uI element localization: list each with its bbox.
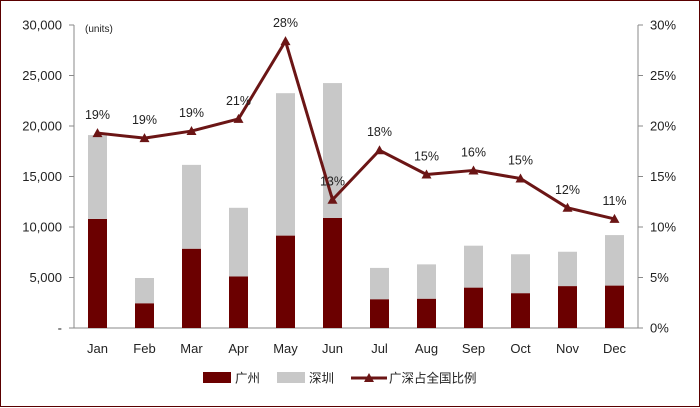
y-left-tick-label: 10,000 <box>22 220 62 235</box>
bar-guangzhou <box>558 286 577 328</box>
ratio-data-label: 19% <box>85 108 110 122</box>
bar-guangzhou <box>511 293 530 328</box>
bar-shenzhen <box>370 267 389 300</box>
y-left-tick-label: - <box>58 321 62 336</box>
bar-shenzhen <box>276 93 295 236</box>
x-tick-label: Nov <box>556 341 580 356</box>
data-labels: 19% 19% 19% 21% 28% 13% 18% 15% 16% 15% 12% 11% <box>85 16 627 208</box>
legend-label-shenzhen: 深圳 <box>309 372 334 386</box>
y-left-tick-label: 15,000 <box>22 169 62 184</box>
ratio-data-label: 15% <box>414 149 439 163</box>
axes: - 5,000 10,000 15,000 20,000 25,000 30,000 0% 5%… <box>22 18 676 357</box>
ratio-marker <box>139 133 150 143</box>
ratio-marker <box>233 113 244 123</box>
legend-label-ratio: 广深占全国比例 <box>389 371 477 386</box>
bar-shenzhen <box>229 207 248 277</box>
bar-guangzhou <box>229 276 248 328</box>
y-left-tick-label: 20,000 <box>22 119 62 134</box>
bar-shenzhen <box>417 264 436 299</box>
y-right-tick-label: 5% <box>650 270 669 285</box>
bar-guangzhou <box>417 298 436 328</box>
ratio-marker <box>515 173 526 183</box>
x-tick-label: Dec <box>603 341 627 356</box>
y-right-tick-label: 30% <box>650 18 676 33</box>
legend: 广州 深圳 广深占全国比例 <box>203 371 477 386</box>
ratio-marker <box>609 213 620 223</box>
bar-shenzhen <box>88 135 107 219</box>
bar-guangzhou <box>276 235 295 328</box>
bar-guangzhou <box>323 217 342 328</box>
ratio-data-label: 15% <box>508 154 533 168</box>
x-tick-label: Feb <box>133 341 155 356</box>
y-right-tick-label: 10% <box>650 220 676 235</box>
x-tick-label: Jul <box>371 341 388 356</box>
ratio-marker <box>468 165 479 175</box>
x-tick-label: Apr <box>228 341 249 356</box>
bar-shenzhen <box>605 235 624 286</box>
bar-guangzhou <box>605 285 624 328</box>
y-right-tick-label: 15% <box>650 169 676 184</box>
unit-label: (units) <box>85 24 113 35</box>
bars <box>88 83 624 328</box>
y-right-tick-label: 0% <box>650 321 669 336</box>
bar-shenzhen <box>135 278 154 304</box>
ratio-marker <box>280 36 291 46</box>
ratio-marker <box>421 169 432 179</box>
ratio-data-label: 21% <box>226 94 251 108</box>
x-tick-label: Mar <box>180 341 203 356</box>
ratio-data-label: 12% <box>555 183 580 197</box>
ratio-marker <box>327 194 338 204</box>
ratio-line <box>92 36 620 223</box>
y-right-tick-label: 20% <box>650 119 676 134</box>
x-tick-label: May <box>273 341 298 356</box>
x-tick-label: Jun <box>322 341 343 356</box>
legend-swatch-ratio-marker <box>364 373 374 382</box>
bar-guangzhou <box>464 287 483 328</box>
ratio-line-path <box>97 39 615 221</box>
ratio-marker <box>562 202 573 212</box>
ratio-data-label: 19% <box>179 106 204 120</box>
y-left-tick-label: 30,000 <box>22 18 62 33</box>
legend-swatch-guangzhou <box>203 372 231 383</box>
ratio-marker <box>374 145 385 155</box>
x-tick-label: Sep <box>462 341 485 356</box>
bar-guangzhou <box>370 299 389 328</box>
legend-swatch-shenzhen <box>277 372 305 383</box>
bar-shenzhen <box>182 164 201 249</box>
y-left-tick-label: 5,000 <box>29 270 62 285</box>
bar-shenzhen <box>558 251 577 287</box>
ratio-data-label: 19% <box>132 113 157 127</box>
bar-guangzhou <box>88 218 107 328</box>
bar-guangzhou <box>135 303 154 328</box>
ratio-data-label: 28% <box>273 16 298 30</box>
ratio-data-label: 11% <box>602 194 626 208</box>
ratio-marker <box>186 126 197 136</box>
bar-guangzhou <box>182 248 201 328</box>
ratio-data-label: 16% <box>461 145 486 159</box>
y-left-tick-label: 25,000 <box>22 68 62 83</box>
bar-shenzhen <box>511 254 530 294</box>
ratio-data-label: 13% <box>320 175 345 189</box>
x-tick-label: Jan <box>87 341 108 356</box>
ratio-marker <box>92 128 103 138</box>
ratio-data-label: 18% <box>367 125 392 139</box>
x-tick-label: Oct <box>510 341 531 356</box>
bar-shenzhen <box>464 245 483 288</box>
y-right-tick-label: 25% <box>650 68 676 83</box>
x-tick-label: Aug <box>415 341 438 356</box>
legend-label-guangzhou: 广州 <box>235 372 260 386</box>
